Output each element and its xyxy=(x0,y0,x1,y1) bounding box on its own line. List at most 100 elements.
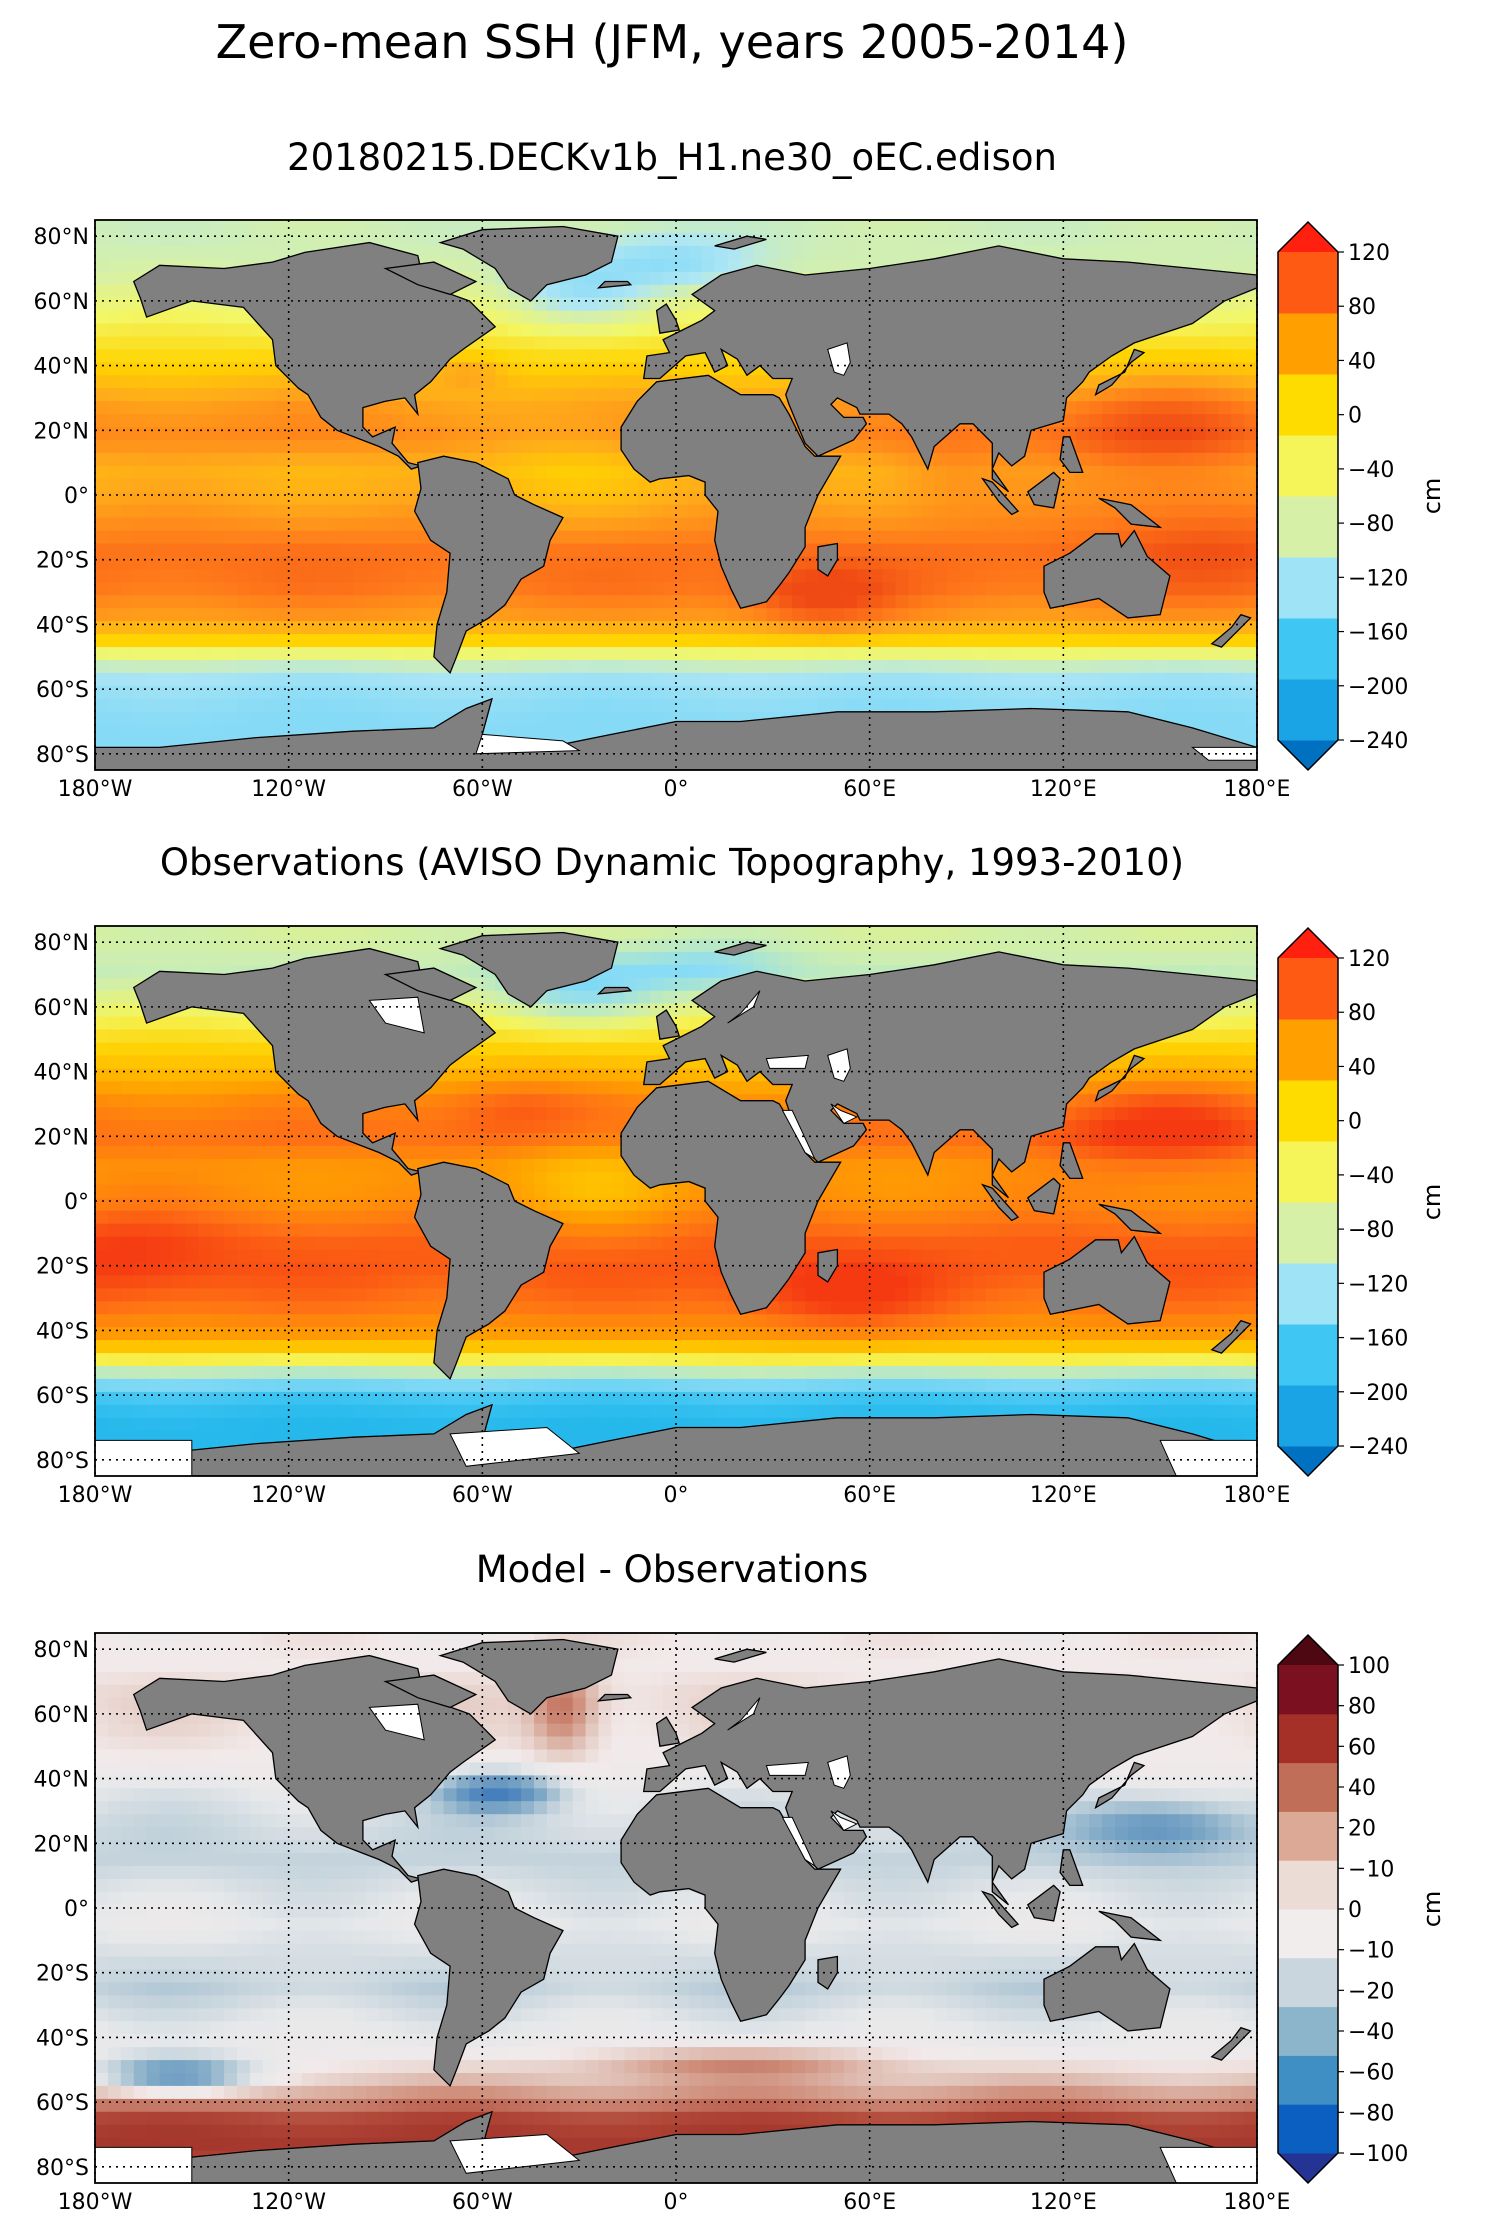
field-cell xyxy=(107,951,122,966)
field-cell xyxy=(714,926,729,940)
field-cell xyxy=(830,938,845,953)
field-cell xyxy=(637,938,651,953)
field-cell xyxy=(159,362,174,376)
field-cell xyxy=(1166,465,1181,480)
field-cell xyxy=(637,297,651,312)
field-cell xyxy=(534,297,548,312)
field-cell xyxy=(998,938,1013,953)
field-cell xyxy=(1218,951,1232,966)
field-cell xyxy=(1102,452,1116,467)
field-cell xyxy=(973,543,987,557)
field-cell xyxy=(546,672,561,687)
field-cell xyxy=(159,349,174,363)
field-cell xyxy=(224,504,238,519)
field-cell xyxy=(327,938,341,953)
field-cell xyxy=(392,543,406,557)
field-cell xyxy=(650,990,664,1005)
field-cell xyxy=(95,1016,109,1031)
field-cell xyxy=(95,556,109,570)
field-cell xyxy=(275,427,290,441)
field-cell xyxy=(973,452,987,467)
land-britain xyxy=(655,303,681,334)
field-cell xyxy=(146,517,161,532)
field-cell xyxy=(1140,465,1155,480)
colorbar-tick-label: 80 xyxy=(1348,295,1376,320)
field-cell xyxy=(843,465,858,480)
field-cell xyxy=(1063,220,1077,234)
field-cell xyxy=(482,977,496,992)
field-cell xyxy=(107,440,122,454)
field-cell xyxy=(1102,647,1116,661)
field-cell xyxy=(1244,647,1257,661)
field-cell xyxy=(818,245,832,260)
field-cell xyxy=(133,621,148,635)
field-cell xyxy=(985,569,1000,583)
field-cell xyxy=(133,1042,148,1056)
field-cell xyxy=(133,964,148,979)
field-cell xyxy=(172,530,186,545)
field-cell xyxy=(663,582,677,596)
field-cell xyxy=(133,634,148,648)
field-cell xyxy=(1218,491,1232,506)
field-cell xyxy=(1231,375,1245,389)
field-cell xyxy=(650,543,664,557)
colorbar-tick-label: −40 xyxy=(1348,458,1394,483)
field-cell xyxy=(95,543,109,557)
field-cell xyxy=(1192,582,1206,596)
field-cell xyxy=(1205,349,1219,363)
field-cell xyxy=(288,698,303,713)
field-cell xyxy=(521,1029,535,1043)
field-cell xyxy=(172,1055,186,1069)
field-cell xyxy=(676,634,690,648)
field-cell xyxy=(701,698,716,713)
field-cell xyxy=(224,621,238,635)
field-cell xyxy=(1218,336,1232,350)
field-cell xyxy=(895,621,909,635)
field-cell xyxy=(508,660,522,674)
field-cell xyxy=(843,672,858,687)
field-cell xyxy=(882,647,897,661)
field-cell xyxy=(1244,220,1257,234)
field-cell xyxy=(727,245,742,260)
field-cell xyxy=(314,220,328,234)
field-cell xyxy=(404,608,419,622)
field-cell xyxy=(1205,491,1219,506)
field-cell xyxy=(456,440,470,454)
field-cell xyxy=(1218,375,1232,389)
field-cell xyxy=(960,660,974,674)
field-cell xyxy=(624,543,638,557)
field-cell xyxy=(146,621,161,635)
field-cell xyxy=(830,220,845,234)
field-cell xyxy=(340,711,354,726)
field-cell xyxy=(146,491,161,506)
colorbar-band xyxy=(1278,252,1338,314)
field-cell xyxy=(159,634,174,648)
field-cell xyxy=(262,698,277,713)
field-cell xyxy=(688,698,703,713)
field-cell xyxy=(1153,452,1168,467)
field-cell xyxy=(198,440,212,454)
field-cell xyxy=(611,1055,625,1069)
field-cell xyxy=(598,1003,612,1018)
land-greenland xyxy=(438,225,619,302)
field-cell xyxy=(1205,595,1219,609)
field-cell xyxy=(830,478,845,493)
field-cell xyxy=(701,258,716,273)
field-cell xyxy=(508,388,522,402)
field-cell xyxy=(404,465,419,480)
field-cell xyxy=(546,375,561,389)
field-cell xyxy=(1024,517,1039,532)
field-cell xyxy=(482,647,496,661)
field-cell xyxy=(624,569,638,583)
field-cell xyxy=(624,388,638,402)
field-cell xyxy=(1231,504,1245,519)
field-cell xyxy=(133,245,148,260)
colorbar-band xyxy=(1278,435,1338,497)
field-cell xyxy=(469,284,483,299)
field-cell xyxy=(1205,375,1219,389)
field-cell xyxy=(146,1029,161,1043)
field-cell xyxy=(1205,530,1219,545)
field-cell xyxy=(314,672,328,687)
field-cell xyxy=(688,258,703,273)
field-cell xyxy=(1076,220,1090,234)
